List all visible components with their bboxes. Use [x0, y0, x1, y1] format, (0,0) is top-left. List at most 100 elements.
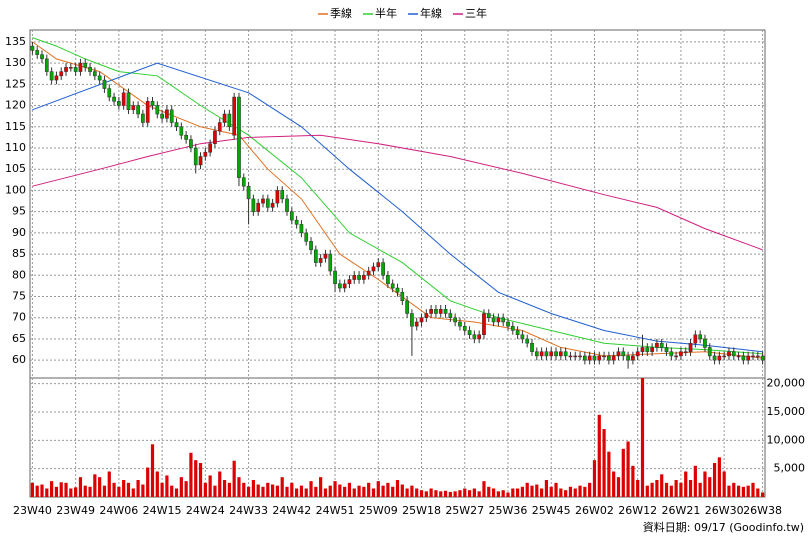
volume-bar [395, 480, 400, 497]
volume-bar [756, 488, 760, 497]
volume-bar [256, 484, 260, 497]
candle-body [755, 355, 760, 358]
volume-bar [347, 482, 352, 497]
legend-label: 年線 [420, 6, 442, 20]
volume-bar [477, 491, 481, 497]
volume-bar [74, 487, 78, 497]
candle-body [49, 71, 54, 81]
volume-bar [564, 490, 568, 497]
volume-bar [530, 485, 534, 497]
candle-body [664, 347, 669, 352]
candle-body [462, 325, 467, 331]
candle-body [193, 147, 198, 166]
volume-bar [693, 465, 697, 497]
volume-bar [285, 486, 289, 497]
candle-body [160, 113, 164, 119]
volume-bar [453, 491, 457, 497]
volume-bar [732, 482, 736, 497]
volume-bar [141, 484, 145, 497]
candle-body [472, 334, 477, 340]
volume-bar [525, 482, 529, 497]
candle-body [265, 198, 270, 208]
y-tick-label: 95 [12, 205, 26, 218]
candle-body [126, 92, 131, 111]
volume-bar [30, 482, 35, 497]
volume-bar [664, 482, 669, 497]
x-tick-label: 24W33 [229, 504, 268, 517]
y2-tick-label: 15,000 [767, 405, 806, 418]
candle-body [640, 347, 645, 352]
candle-body [434, 308, 438, 314]
candle-body [174, 122, 179, 128]
volume-bar [631, 465, 635, 497]
volume-bar [150, 444, 155, 497]
legend-label: 半年 [375, 6, 397, 20]
candle-body [736, 355, 741, 358]
volume-bar [232, 460, 236, 497]
candle-body [169, 109, 174, 123]
candle-body [491, 317, 496, 323]
candle-body [510, 325, 515, 331]
candle-body [318, 258, 323, 263]
x-tick-label: 24W24 [186, 504, 225, 517]
volume-bar [655, 480, 659, 497]
candle-body [270, 202, 275, 208]
volume-bar [760, 492, 765, 497]
volume-bar [222, 480, 227, 497]
candle-body [362, 275, 366, 280]
candle-body [342, 283, 347, 289]
y-tick-label: 65 [12, 332, 26, 345]
volume-bar [280, 477, 284, 497]
candle-body [655, 342, 659, 348]
candle-body [294, 219, 299, 225]
candle-body [246, 185, 251, 200]
y-tick-label: 80 [12, 268, 26, 281]
candle-body [289, 211, 294, 221]
y-tick-label: 60 [12, 353, 26, 366]
y-tick-label: 70 [12, 311, 26, 324]
candle-body [669, 351, 674, 357]
volume-bar [684, 471, 688, 497]
volume-bar [381, 485, 385, 497]
candle-body [386, 275, 390, 285]
candle-body [338, 283, 342, 289]
candle-body [616, 351, 621, 357]
volume-bar [98, 477, 102, 497]
volume-bar [251, 480, 255, 497]
volume-bar [487, 486, 491, 497]
volume-bar [636, 480, 640, 497]
y-tick-label: 115 [5, 120, 26, 133]
candle-body [237, 96, 241, 178]
candle-body [141, 113, 145, 123]
candle-body [679, 351, 683, 357]
volume-bar [266, 482, 270, 497]
volume-bar [463, 488, 467, 497]
candle-body [381, 262, 385, 276]
candle-body [717, 355, 722, 361]
candle-body [155, 105, 160, 115]
volume-bar [357, 485, 361, 497]
volume-bar [746, 485, 750, 497]
candle-body [54, 75, 59, 81]
candle-body [578, 355, 582, 358]
candle-body [395, 287, 400, 293]
volume-bar [69, 488, 73, 497]
volume-bar [64, 482, 68, 497]
candle-body [35, 50, 40, 55]
volume-bar [511, 488, 515, 497]
volume-bar [299, 485, 304, 497]
y-tick-label: 100 [5, 183, 26, 196]
volume-bar [227, 482, 231, 497]
volume-bar [645, 485, 649, 497]
volume-bar [122, 480, 126, 497]
volume-bar [434, 490, 438, 497]
volume-bar [323, 488, 328, 497]
volume-bar [583, 486, 587, 497]
candle-body [467, 330, 472, 335]
y-tick-label: 90 [12, 226, 26, 239]
candle-body [357, 275, 361, 280]
candle-body [150, 101, 155, 106]
candle-body [544, 351, 549, 357]
candle-body [731, 351, 736, 357]
